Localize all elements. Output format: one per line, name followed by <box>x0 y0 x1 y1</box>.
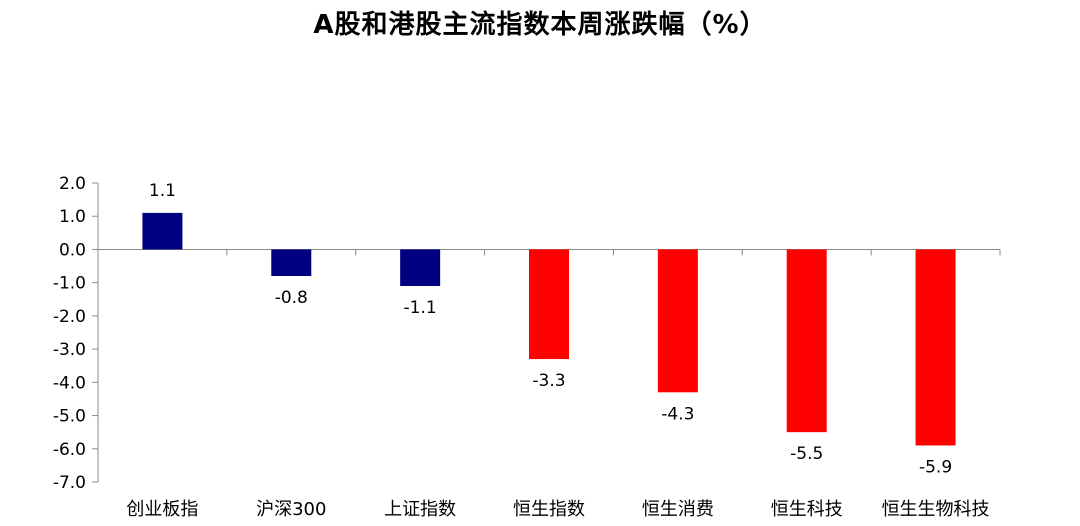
data-label: -4.3 <box>661 404 694 424</box>
y-tick-label: -7.0 <box>53 473 86 493</box>
y-tick-label: -6.0 <box>53 440 86 460</box>
x-category-label: 恒生指数 <box>513 499 585 520</box>
x-category-label: 恒生生物科技 <box>882 499 990 520</box>
data-label: -5.5 <box>790 444 823 464</box>
x-category-label: 上证指数 <box>384 499 456 520</box>
y-tick-label: -1.0 <box>53 274 86 294</box>
data-label: 1.1 <box>149 181 176 201</box>
bar <box>529 249 569 360</box>
y-tick-label: -5.0 <box>53 407 86 427</box>
bar <box>657 249 698 393</box>
y-tick-label: -4.0 <box>53 373 86 393</box>
y-tick-label: 2.0 <box>59 174 86 194</box>
y-tick-label: -2.0 <box>53 307 86 327</box>
x-category-label: 恒生科技 <box>771 499 843 520</box>
x-category-label: 创业板指 <box>126 499 198 520</box>
bar <box>400 249 441 286</box>
x-category-label: 恒生消费 <box>642 499 714 520</box>
y-tick-label: 1.0 <box>59 207 86 227</box>
y-tick-label: 0.0 <box>59 240 86 260</box>
bar <box>271 249 312 277</box>
data-label: -5.9 <box>919 457 952 477</box>
bar <box>786 249 827 433</box>
data-label: -0.8 <box>275 288 308 308</box>
y-tick-label: -3.0 <box>53 340 86 360</box>
data-label: -3.3 <box>532 371 565 391</box>
bar <box>142 212 183 250</box>
data-label: -1.1 <box>404 298 437 318</box>
chart-title: A股和港股主流指数本周涨跌幅（%） <box>313 10 767 40</box>
bar <box>915 249 956 446</box>
x-category-label: 沪深300 <box>256 499 326 520</box>
